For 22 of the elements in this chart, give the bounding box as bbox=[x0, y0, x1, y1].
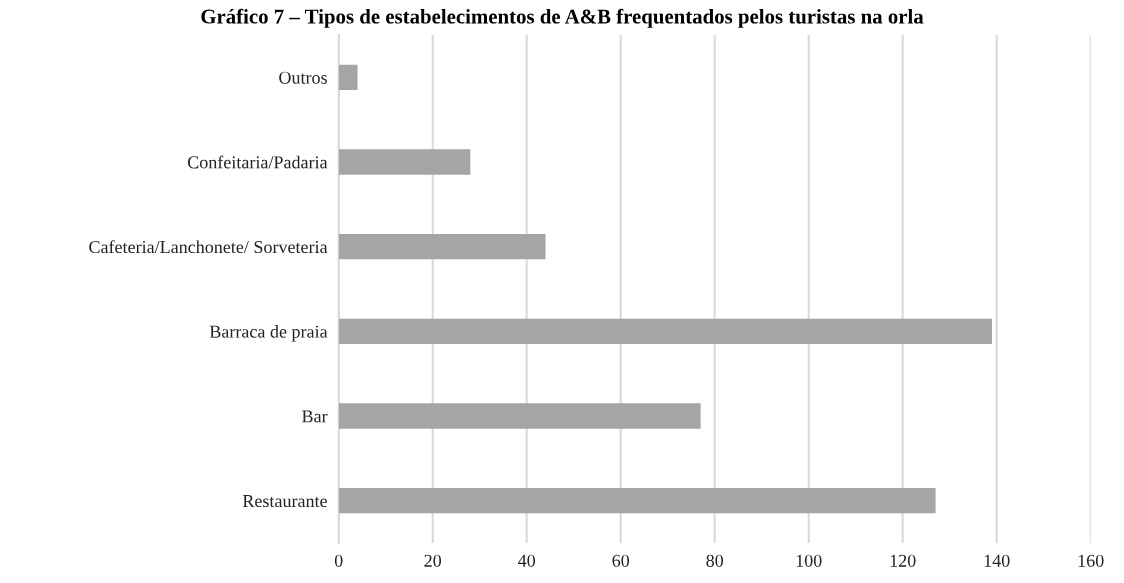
bar bbox=[338, 403, 701, 429]
y-tick-label: Restaurante bbox=[242, 495, 327, 508]
y-tick-label: Outros bbox=[279, 71, 327, 84]
x-tick-label: 140 bbox=[984, 554, 1010, 567]
x-tick-label: 60 bbox=[612, 554, 630, 567]
bar bbox=[338, 487, 936, 514]
x-tick-label: 120 bbox=[890, 554, 916, 567]
y-tick-label: Barraca de praia bbox=[209, 325, 328, 342]
bar bbox=[338, 233, 546, 260]
x-tick-label: 0 bbox=[334, 554, 343, 567]
y-tick-label: Bar bbox=[302, 410, 328, 423]
x-tick-label: 80 bbox=[706, 554, 724, 567]
chart-title: Gráfico 7 – Tipos de estabelecimentos de A&B frequentados pelos turistas na orla bbox=[201, 8, 924, 28]
x-tick-label: 100 bbox=[796, 554, 822, 567]
x-tick-label: 40 bbox=[518, 554, 536, 567]
y-tick-label: Confeitaria/Padaria bbox=[187, 155, 328, 169]
bar bbox=[338, 64, 358, 91]
bar bbox=[338, 318, 992, 345]
x-tick-label: 20 bbox=[424, 554, 442, 567]
bar bbox=[338, 149, 471, 175]
y-tick-label: Cafeteria/Lanchonete/ Sorveteria bbox=[89, 240, 328, 254]
x-tick-label: 160 bbox=[1078, 554, 1104, 567]
